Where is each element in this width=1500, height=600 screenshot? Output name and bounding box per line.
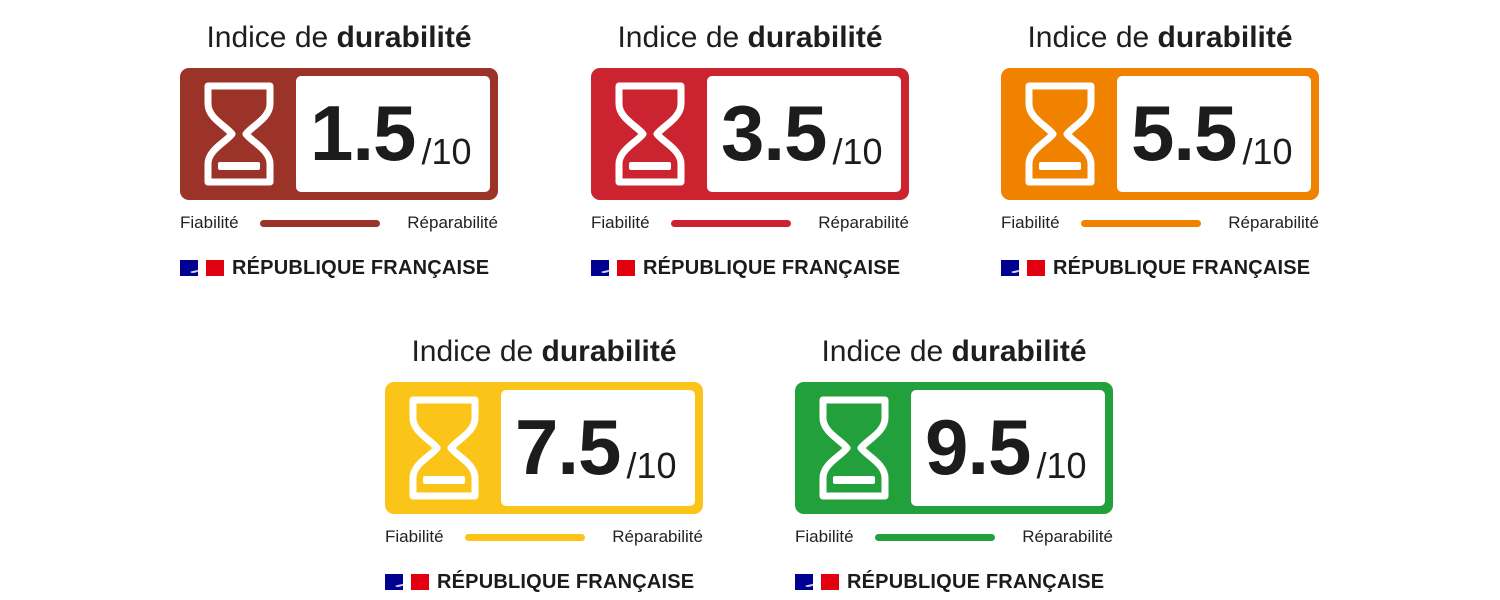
scale-row: Fiabilité Réparabilité: [180, 212, 498, 234]
title-regular: Indice de: [206, 21, 337, 54]
republique-francaise-footer: RÉPUBLIQUE FRANÇAISE: [1001, 256, 1319, 282]
score-box: 5.5 /10: [1117, 76, 1311, 192]
score-out-of: /10: [832, 131, 883, 172]
scale-row: Fiabilité Réparabilité: [591, 212, 909, 234]
durability-label: Indice de durabilité 1.5 /10 Fiabilité R…: [180, 8, 498, 279]
score-box: 9.5 /10: [911, 390, 1105, 506]
republique-francaise-footer: RÉPUBLIQUE FRANÇAISE: [385, 570, 703, 596]
score-value: 3.5: [721, 89, 827, 177]
score-out-of: /10: [421, 131, 472, 172]
score-panel: 1.5 /10: [180, 68, 498, 200]
label-title: Indice de durabilité: [385, 334, 703, 370]
reparabilite-label: Réparabilité: [1022, 527, 1113, 546]
score-panel: 7.5 /10: [385, 382, 703, 514]
footer-text: RÉPUBLIQUE FRANÇAISE: [847, 571, 1105, 593]
hourglass-icon: [204, 82, 274, 186]
label-title: Indice de durabilité: [591, 20, 909, 56]
scale-bar: [260, 220, 380, 227]
title-bold: durabilité: [336, 21, 472, 54]
durability-label: Indice de durabilité 7.5 /10 Fiabilité R…: [385, 322, 703, 593]
fiabilite-label: Fiabilité: [385, 527, 444, 546]
reparabilite-label: Réparabilité: [612, 527, 703, 546]
score-box: 3.5 /10: [707, 76, 901, 192]
reparabilite-label: Réparabilité: [407, 213, 498, 232]
hourglass-icon: [819, 396, 889, 500]
durability-label: Indice de durabilité 9.5 /10 Fiabilité R…: [795, 322, 1113, 593]
title-bold: durabilité: [951, 335, 1087, 368]
score-out-of: /10: [626, 445, 677, 486]
fiabilite-label: Fiabilité: [795, 527, 854, 546]
scale-row: Fiabilité Réparabilité: [795, 526, 1113, 548]
title-regular: Indice de: [617, 21, 748, 54]
republique-francaise-footer: RÉPUBLIQUE FRANÇAISE: [795, 570, 1113, 596]
republique-francaise-footer: RÉPUBLIQUE FRANÇAISE: [591, 256, 909, 282]
french-flag-icon: [591, 260, 635, 276]
title-bold: durabilité: [1157, 21, 1293, 54]
reparabilite-label: Réparabilité: [818, 213, 909, 232]
title-regular: Indice de: [1027, 21, 1158, 54]
footer-text: RÉPUBLIQUE FRANÇAISE: [643, 257, 901, 279]
label-title: Indice de durabilité: [180, 20, 498, 56]
fiabilite-label: Fiabilité: [591, 213, 650, 232]
footer-text: RÉPUBLIQUE FRANÇAISE: [232, 257, 490, 279]
score-box: 7.5 /10: [501, 390, 695, 506]
scale-row: Fiabilité Réparabilité: [385, 526, 703, 548]
score-panel: 5.5 /10: [1001, 68, 1319, 200]
french-flag-icon: [795, 574, 839, 590]
title-bold: durabilité: [541, 335, 677, 368]
durability-label: Indice de durabilité 3.5 /10 Fiabilité R…: [591, 8, 909, 279]
score-value: 5.5: [1131, 89, 1237, 177]
scale-bar: [671, 220, 791, 227]
reparabilite-label: Réparabilité: [1228, 213, 1319, 232]
republique-francaise-footer: RÉPUBLIQUE FRANÇAISE: [180, 256, 498, 282]
score-out-of: /10: [1036, 445, 1087, 486]
scale-row: Fiabilité Réparabilité: [1001, 212, 1319, 234]
scale-bar: [1081, 220, 1201, 227]
title-regular: Indice de: [821, 335, 952, 368]
durability-label: Indice de durabilité 5.5 /10 Fiabilité R…: [1001, 8, 1319, 279]
footer-text: RÉPUBLIQUE FRANÇAISE: [437, 571, 695, 593]
label-title: Indice de durabilité: [1001, 20, 1319, 56]
score-box: 1.5 /10: [296, 76, 490, 192]
title-bold: durabilité: [747, 21, 883, 54]
title-regular: Indice de: [411, 335, 542, 368]
hourglass-icon: [1025, 82, 1095, 186]
footer-text: RÉPUBLIQUE FRANÇAISE: [1053, 257, 1311, 279]
french-flag-icon: [385, 574, 429, 590]
score-value: 7.5: [515, 403, 621, 491]
score-panel: 9.5 /10: [795, 382, 1113, 514]
french-flag-icon: [1001, 260, 1045, 276]
label-title: Indice de durabilité: [795, 334, 1113, 370]
french-flag-icon: [180, 260, 224, 276]
score-value: 1.5: [310, 89, 416, 177]
hourglass-icon: [615, 82, 685, 186]
scale-bar: [465, 534, 585, 541]
scale-bar: [875, 534, 995, 541]
fiabilite-label: Fiabilité: [1001, 213, 1060, 232]
score-value: 9.5: [925, 403, 1031, 491]
hourglass-icon: [409, 396, 479, 500]
score-panel: 3.5 /10: [591, 68, 909, 200]
score-out-of: /10: [1242, 131, 1293, 172]
fiabilite-label: Fiabilité: [180, 213, 239, 232]
